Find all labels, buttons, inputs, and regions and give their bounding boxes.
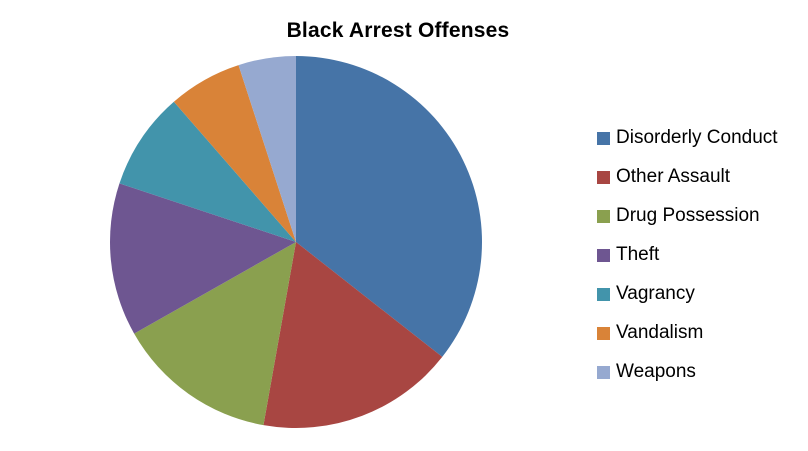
legend-item-vandalism[interactable]: Vandalism — [597, 323, 778, 343]
legend-label: Disorderly Conduct — [616, 127, 778, 148]
pie-slice-vandalism[interactable] — [173, 65, 296, 242]
legend-swatch-icon — [597, 326, 610, 340]
pie-slice-weapons[interactable] — [238, 56, 296, 242]
pie-slice-disorderly-conduct[interactable] — [296, 56, 482, 357]
pie-slice-theft[interactable] — [110, 183, 296, 334]
pie-slice-other-assault[interactable] — [263, 242, 443, 429]
legend: Disorderly Conduct Other Assault Drug Poss… — [597, 128, 778, 401]
pie-slice-drug-possession[interactable] — [134, 242, 296, 426]
legend-item-theft[interactable]: Theft — [597, 245, 778, 265]
legend-label: Vagrancy — [616, 283, 695, 304]
legend-label: Theft — [616, 244, 660, 265]
legend-item-weapons[interactable]: Weapons — [597, 362, 778, 382]
legend-item-disorderly-conduct[interactable]: Disorderly Conduct — [597, 128, 778, 148]
legend-swatch-icon — [597, 248, 610, 262]
legend-swatch-icon — [597, 365, 610, 379]
legend-label: Drug Possession — [616, 205, 760, 226]
legend-item-drug-possession[interactable]: Drug Possession — [597, 206, 778, 226]
legend-item-vagrancy[interactable]: Vagrancy — [597, 284, 778, 304]
chart-title: Black Arrest Offenses — [286, 19, 510, 42]
legend-swatch-icon — [597, 287, 610, 301]
legend-label: Vandalism — [616, 322, 704, 343]
legend-item-other-assault[interactable]: Other Assault — [597, 167, 778, 187]
legend-label: Weapons — [616, 361, 696, 382]
legend-swatch-icon — [597, 131, 610, 145]
legend-swatch-icon — [597, 170, 610, 184]
pie-chart — [110, 56, 482, 429]
pie-slice-vagrancy[interactable] — [119, 101, 296, 243]
legend-label: Other Assault — [616, 166, 731, 187]
legend-swatch-icon — [597, 209, 610, 223]
